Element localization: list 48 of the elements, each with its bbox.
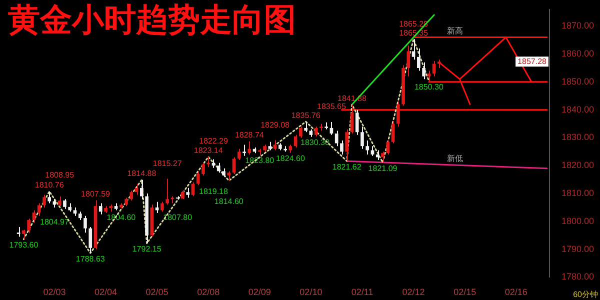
- annotation: 1807.80: [163, 212, 193, 222]
- x-tick-label: 02/10: [300, 287, 322, 298]
- annotation: 1857.28: [518, 56, 548, 66]
- annotation: 1821.62: [332, 162, 362, 172]
- x-tick-label: 02/09: [248, 287, 271, 298]
- annotation: 1793.60: [9, 240, 39, 250]
- annotation: 1792.15: [132, 244, 162, 254]
- y-tick-label: 1790.00: [561, 244, 594, 254]
- annotation: 1815.27: [152, 159, 182, 168]
- annotation: 1835.65: [317, 102, 346, 112]
- annotation: 1807.59: [81, 189, 111, 198]
- annotation: 1850.30: [414, 82, 444, 92]
- annotation: 1804.97: [40, 218, 70, 227]
- x-tick-label: 02/08: [197, 287, 220, 298]
- y-tick-label: 1820.00: [561, 160, 594, 170]
- annotation: 1788.63: [76, 254, 106, 264]
- annotation: 1828.74: [234, 130, 264, 140]
- annotation: 1835.76: [291, 110, 321, 120]
- y-tick-label: 1810.00: [561, 188, 594, 198]
- annotation: 1821.09: [368, 164, 398, 173]
- x-tick-label: 02/12: [402, 287, 425, 298]
- y-tick-label: 1850.00: [561, 76, 594, 86]
- x-tick-label: 02/04: [94, 287, 118, 298]
- text: 60分钟: [573, 290, 598, 300]
- x-tick-label: 02/03: [43, 287, 66, 298]
- annotation: 1824.60: [276, 154, 306, 163]
- annotation: 1814.60: [214, 196, 244, 206]
- annotation: 1829.08: [260, 120, 290, 130]
- x-tick-label: 02/16: [504, 287, 528, 298]
- x-tick-label: 02/15: [454, 287, 476, 298]
- chart-title: 黄金小时趋势走向图: [8, 0, 296, 38]
- y-tick-label: 1860.00: [561, 48, 594, 59]
- y-tick-label: 1830.00: [561, 132, 594, 142]
- x-tick-label: 02/11: [351, 287, 374, 298]
- annotation: 1808.95: [45, 170, 75, 180]
- annotation: 1822.29: [199, 136, 228, 146]
- y-tick-label: 1800.00: [561, 216, 594, 226]
- annotation: 1823.14: [194, 146, 224, 156]
- y-tick-label: 1870.00: [561, 20, 594, 31]
- x-tick-label: 02/05: [146, 287, 168, 298]
- annotation: 1819.18: [199, 187, 228, 196]
- y-tick-label: 1780.00: [561, 272, 594, 282]
- annotation: 1804.60: [106, 212, 136, 222]
- annotation: 新低: [447, 154, 464, 163]
- y-tick-label: 1840.00: [561, 104, 594, 114]
- annotation: 1810.76: [34, 180, 64, 190]
- annotation: 1814.88: [127, 169, 157, 178]
- annotation: 新高: [447, 26, 464, 36]
